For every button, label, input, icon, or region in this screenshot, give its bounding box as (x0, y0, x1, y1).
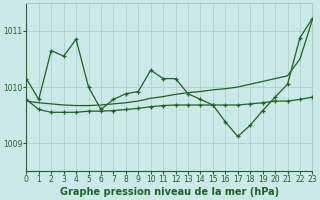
X-axis label: Graphe pression niveau de la mer (hPa): Graphe pression niveau de la mer (hPa) (60, 187, 279, 197)
